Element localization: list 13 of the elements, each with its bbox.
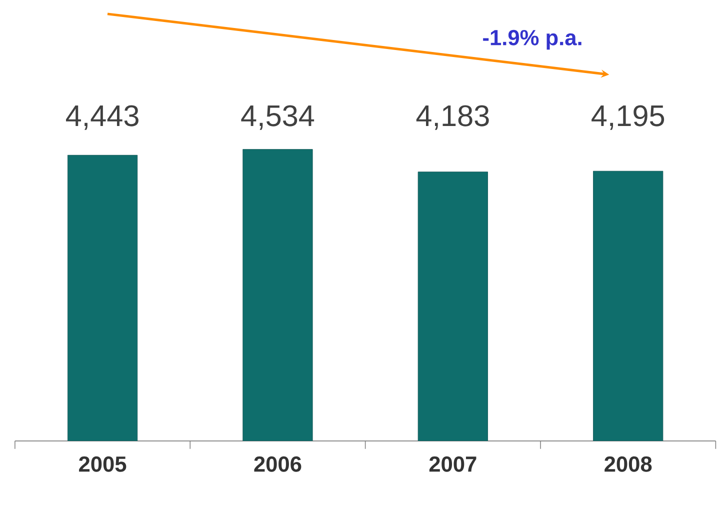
x-tick-label: 2006 bbox=[254, 456, 302, 472]
data-label: 4,183 bbox=[416, 105, 489, 130]
x-tick-label: 2008 bbox=[604, 456, 652, 472]
data-label: 4,195 bbox=[592, 105, 664, 130]
text: -1.9% p.a. bbox=[483, 30, 582, 50]
x-tick-label: 2007 bbox=[429, 456, 476, 472]
bar bbox=[593, 171, 664, 442]
bar bbox=[418, 172, 488, 442]
x-tick-label: 2005 bbox=[79, 456, 126, 472]
bar bbox=[67, 155, 138, 442]
bar bbox=[242, 149, 313, 442]
data-label: 4,443 bbox=[66, 105, 138, 130]
data-label: 4,534 bbox=[241, 105, 314, 130]
